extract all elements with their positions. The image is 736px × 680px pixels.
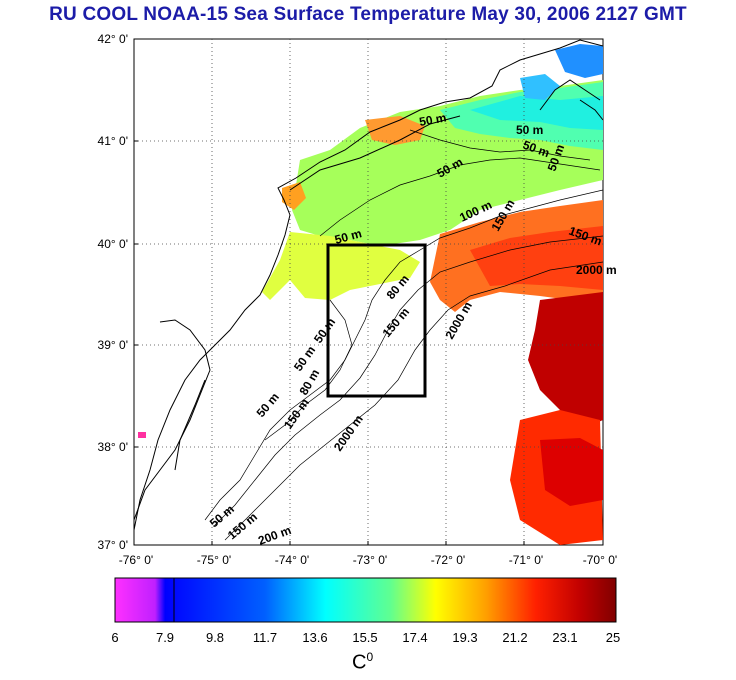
latitude-labels: 42° 0' 41° 0' 40° 0' 39° 0' 38° 0' 37° 0… xyxy=(98,32,128,552)
colorbar-tick: 21.2 xyxy=(502,630,528,645)
colorbar-tick: 13.6 xyxy=(302,630,328,645)
sst-patch-slope-2 xyxy=(470,226,603,290)
map-title: RU COOL NOAA-15 Sea Surface Temperature … xyxy=(49,4,687,25)
sst-patch-south-2 xyxy=(540,438,603,506)
longitude-labels: -76° 0' -75° 0' -74° 0' -73° 0' -72° 0' … xyxy=(119,553,617,567)
unit-superscript: 0 xyxy=(366,650,374,664)
colorbar-tick: 7.9 xyxy=(155,630,175,645)
lon-label: -76° 0' xyxy=(119,553,153,567)
lon-label: -72° 0' xyxy=(431,553,465,567)
colorbar-tick: 23.1 xyxy=(552,630,578,645)
sst-patch-cyan-2 xyxy=(470,96,603,130)
lon-label: -70° 0' xyxy=(583,553,617,567)
colorbar-tick: 17.4 xyxy=(402,630,428,645)
coastline xyxy=(134,39,603,531)
colorbar-tick: 25 xyxy=(605,630,621,645)
colorbar-tick: 11.7 xyxy=(252,630,278,645)
sst-patch-blue xyxy=(555,44,603,78)
lon-label: -74° 0' xyxy=(275,553,309,567)
sst-patch-lis xyxy=(365,116,425,145)
lat-label: 37° 0' xyxy=(98,538,128,552)
graticule xyxy=(134,39,603,545)
sst-patch-nj xyxy=(262,232,420,300)
sst-patch-gulfstream xyxy=(528,292,603,430)
lat-label: 39° 0' xyxy=(98,338,128,352)
contour-label: 50 m xyxy=(333,226,363,247)
sst-speck xyxy=(138,432,146,438)
colorbar-tick: 6 xyxy=(111,630,119,645)
contour-label: 50 m xyxy=(516,123,543,137)
axis-ticks xyxy=(133,38,604,546)
lon-label: -73° 0' xyxy=(353,553,387,567)
sst-patch-nyh xyxy=(282,182,306,210)
lat-label: 38° 0' xyxy=(98,440,128,454)
bathymetry-contours xyxy=(204,129,603,541)
colorbar-unit: C0 xyxy=(352,650,373,675)
lon-label: -75° 0' xyxy=(197,553,231,567)
lat-label: 40° 0' xyxy=(98,237,128,251)
contour-label: 50 m xyxy=(418,110,447,129)
lon-label: -71° 0' xyxy=(509,553,543,567)
colorbar-tick: 15.5 xyxy=(352,630,378,645)
colorbar-tick: 19.3 xyxy=(452,630,478,645)
lat-label: 42° 0' xyxy=(98,32,128,46)
sst-field xyxy=(138,44,603,545)
colorbar xyxy=(114,577,617,623)
sst-patch-blue-2 xyxy=(520,74,560,100)
unit-base: C xyxy=(352,651,367,674)
contour-label: 2000 m xyxy=(576,263,617,277)
study-area-box xyxy=(326,243,427,398)
lat-label: 41° 0' xyxy=(98,134,128,148)
colorbar-tick: 9.8 xyxy=(205,630,225,645)
